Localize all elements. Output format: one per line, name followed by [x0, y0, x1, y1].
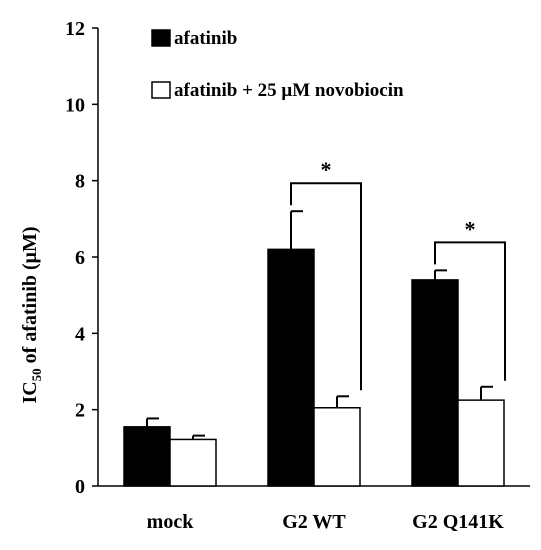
y-tick-label: 6: [75, 247, 85, 269]
legend-label: afatinib + 25 μM novobiocin: [174, 80, 404, 101]
bar: [123, 426, 171, 487]
bars: [123, 210, 505, 487]
significance-star: *: [321, 157, 332, 182]
x-category-label: mock: [147, 511, 195, 533]
significance-bracket: [434, 241, 506, 381]
y-axis: 0 2 4 6 8 10 12: [65, 18, 99, 498]
y-tick-label: 12: [65, 18, 85, 40]
y-tick-label: 0: [75, 476, 85, 498]
bar: [457, 399, 505, 487]
y-tick-label: 8: [75, 171, 85, 193]
significance-bracket: [290, 182, 362, 391]
y-label-main: IC: [19, 381, 41, 403]
legend: afatinib afatinib + 25 μM novobiocin: [151, 28, 404, 101]
y-label-rest: of afatinib (μM): [19, 226, 41, 368]
legend-swatch: [151, 29, 171, 47]
legend-label: afatinib: [174, 28, 237, 49]
x-axis: mock G2 WT G2 Q141K: [98, 485, 530, 533]
bar: [411, 279, 459, 487]
significance-star: *: [465, 216, 476, 241]
x-category-label: G2 WT: [282, 511, 346, 533]
y-tick-label: 4: [75, 323, 85, 345]
x-category-label: G2 Q141K: [412, 511, 504, 533]
y-tick-label: 10: [65, 94, 85, 116]
significance-markers: **: [290, 157, 506, 391]
legend-swatch: [151, 81, 171, 99]
bar: [267, 248, 315, 487]
y-tick-label: 2: [75, 400, 85, 422]
y-axis-label: IC50 of afatinib (μM): [19, 226, 44, 403]
y-label-subscript: 50: [29, 368, 44, 381]
bar: [313, 407, 361, 487]
bar: [169, 438, 217, 487]
